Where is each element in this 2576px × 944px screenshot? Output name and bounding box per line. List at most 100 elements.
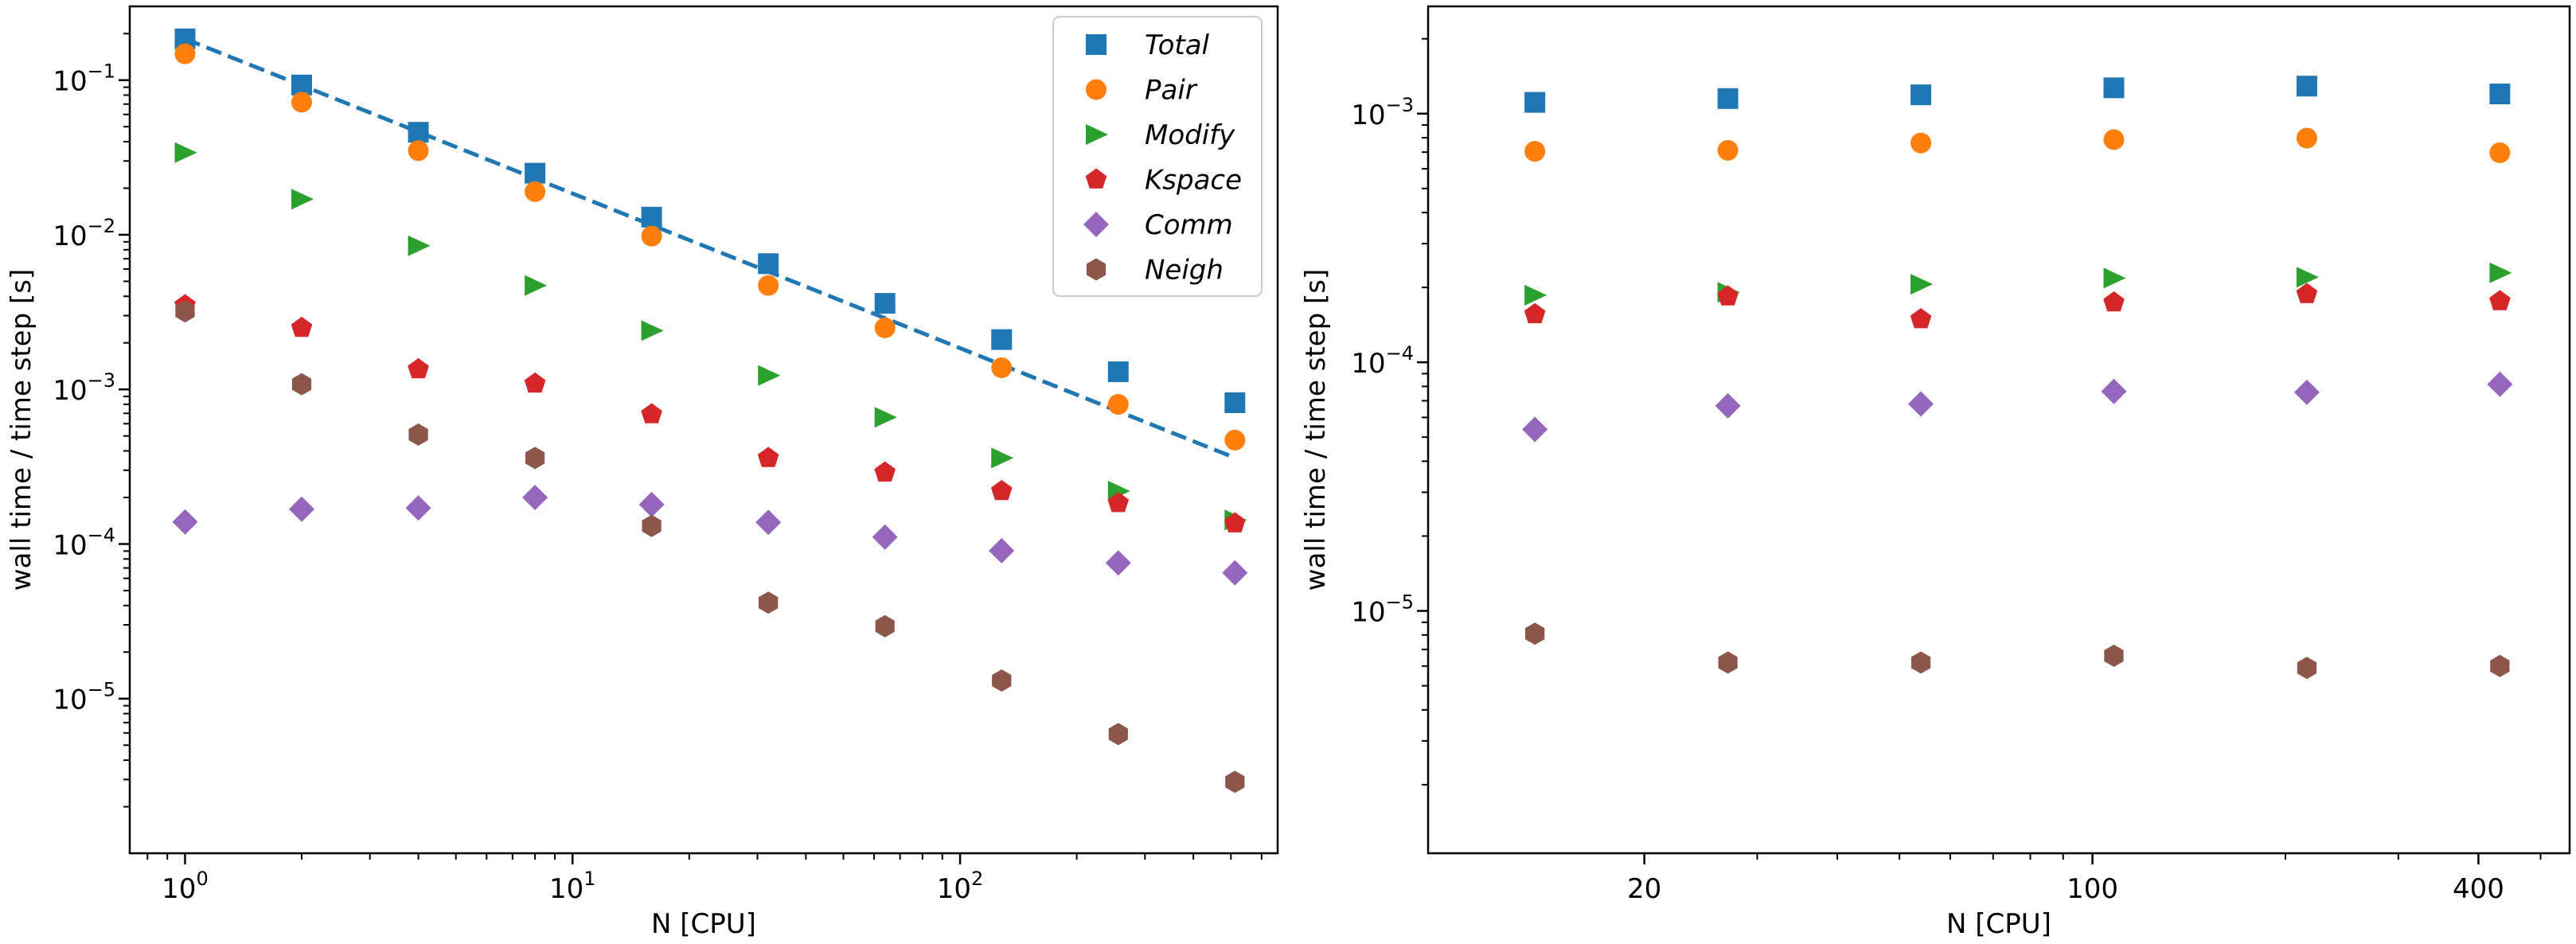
total-point <box>758 253 779 275</box>
comm-point <box>405 495 431 521</box>
neigh-point <box>525 447 545 470</box>
neigh-point <box>642 514 662 537</box>
legend-entry-comm: Comm <box>1083 209 1233 241</box>
series-modify <box>174 142 1247 531</box>
pair-point <box>408 140 429 162</box>
neigh-point <box>2104 644 2124 667</box>
pair-point <box>2489 142 2511 163</box>
neigh-point <box>1525 622 1545 646</box>
pair-point <box>1224 429 1246 451</box>
series-neigh <box>1525 622 2510 680</box>
comm-point <box>1222 560 1248 586</box>
total-point <box>2103 77 2125 99</box>
comm-point <box>755 509 782 536</box>
neigh-point <box>1718 651 1738 674</box>
modify-point <box>291 189 314 210</box>
modify-point <box>408 235 431 256</box>
left-y-axis-ticks: 10−110−210−310−410−5 <box>53 33 130 808</box>
legend-entry-kspace: Kspace <box>1085 165 1242 197</box>
right-plot-frame <box>1427 5 2571 855</box>
kspace-point <box>1107 492 1130 513</box>
pair-point <box>991 357 1013 379</box>
comm-point <box>2293 379 2320 405</box>
total-point <box>1911 84 1932 106</box>
neigh-point <box>291 373 312 396</box>
series-modify <box>1524 262 2512 306</box>
kspace-point <box>408 357 429 379</box>
neigh-point <box>875 614 895 638</box>
x-tick-label: 20 <box>1627 873 1661 905</box>
pair-point <box>758 275 779 296</box>
legend-marker-pair <box>1086 79 1107 100</box>
modify-point <box>525 275 548 296</box>
modify-point <box>2103 267 2126 289</box>
comm-point <box>1908 391 1934 417</box>
left-x-axis-ticks: 100 101 102 <box>146 853 1263 905</box>
comm-point <box>2487 371 2513 397</box>
modify-point <box>641 320 664 341</box>
comm-point <box>1715 392 1741 419</box>
total-point <box>991 329 1013 350</box>
neigh-point <box>2297 657 2316 680</box>
neigh-point <box>1911 651 1931 674</box>
legend: Total Pair Modify Kspace Comm Neigh <box>1052 16 1263 297</box>
comm-point <box>172 509 198 535</box>
total-point <box>1224 392 1246 413</box>
modify-point <box>2296 267 2319 288</box>
series-comm <box>172 485 1248 586</box>
kspace-point <box>291 316 313 337</box>
strong-scaling-panel: 100 101 102 10−110−210−310−410−5 N [CPU] w… <box>6 5 1279 940</box>
x-tick-label: 100 <box>2067 873 2118 905</box>
total-point <box>874 293 896 314</box>
kspace-point <box>2103 291 2125 312</box>
modify-point <box>174 142 197 163</box>
series-kspace <box>174 294 1246 532</box>
kspace-point <box>757 447 779 467</box>
right-y-axis-label: wall time / time step [s] <box>1300 269 1332 591</box>
total-point <box>1524 92 1546 113</box>
modify-point <box>758 365 781 386</box>
legend-label: Neigh <box>1145 255 1224 287</box>
modify-point <box>1911 274 1933 295</box>
kspace-point <box>1524 302 1546 324</box>
right-x-axis-ticks: 20 100 400 <box>1627 853 2542 905</box>
legend-label: Modify <box>1145 119 1235 151</box>
legend-marker-modify <box>1086 124 1108 145</box>
neigh-point <box>175 300 195 323</box>
modify-point <box>874 407 897 428</box>
legend-entry-total: Total <box>1086 29 1210 61</box>
left-x-axis-label: N [CPU] <box>651 908 756 940</box>
pair-point <box>525 181 546 202</box>
modify-point <box>1524 284 1548 306</box>
total-point <box>525 162 546 184</box>
kspace-point <box>2489 290 2511 310</box>
pair-point <box>174 43 196 64</box>
series-total <box>174 28 1246 413</box>
kspace-point <box>2296 283 2318 303</box>
total-point <box>2489 84 2511 105</box>
total-point <box>1107 361 1129 383</box>
legend-entry-pair: Pair <box>1086 75 1198 107</box>
comm-point <box>1105 550 1131 576</box>
comm-point <box>872 524 898 550</box>
total-point <box>641 206 662 228</box>
kspace-point <box>1717 285 1739 306</box>
comm-point <box>289 496 314 522</box>
pair-point <box>2296 127 2317 149</box>
series-pair <box>1524 127 2511 163</box>
pair-point <box>1107 394 1129 415</box>
series-kspace <box>1524 283 2511 329</box>
neigh-point <box>408 423 428 446</box>
legend-label: Kspace <box>1145 165 1242 197</box>
right-x-axis-label: N [CPU] <box>1946 908 2051 940</box>
pair-point <box>1911 132 1932 154</box>
neigh-point <box>1108 723 1128 746</box>
modify-point <box>2489 262 2512 283</box>
legend-marker-total <box>1086 34 1107 55</box>
total-point <box>408 122 429 143</box>
comm-point <box>989 537 1015 564</box>
neigh-point <box>2490 654 2510 677</box>
comm-point <box>2101 378 2127 404</box>
neigh-point <box>992 669 1012 692</box>
